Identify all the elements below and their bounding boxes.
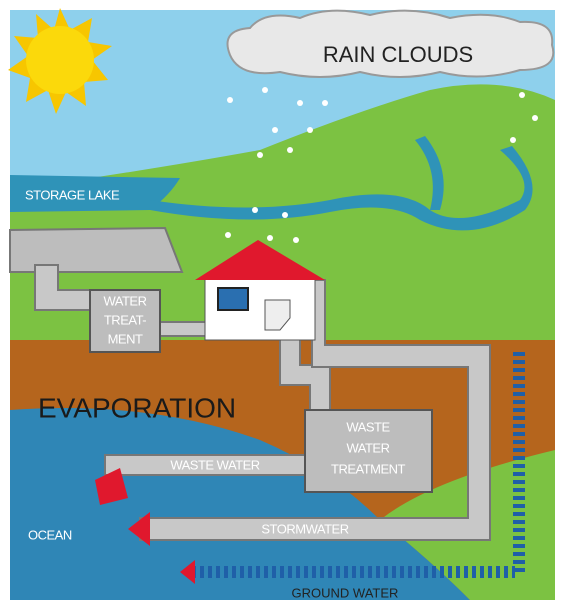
water-cycle-diagram: RAIN CLOUDS STORAGE LAKE WATER TREAT- ME… [0, 0, 565, 609]
page: RAIN CLOUDS STORAGE LAKE WATER TREAT- ME… [0, 0, 565, 609]
drop [322, 100, 328, 106]
sun-disc [26, 26, 94, 94]
water-treatment-label: TREAT- [104, 312, 146, 327]
stormwater-label: STORMWATER [261, 521, 348, 536]
drop [227, 97, 233, 103]
drop [272, 127, 278, 133]
drop [267, 235, 273, 241]
drop [307, 127, 313, 133]
rain-clouds-label: RAIN CLOUDS [323, 42, 473, 67]
drop [262, 87, 268, 93]
evaporation-label: EVAPORATION [38, 392, 236, 423]
window [218, 288, 248, 310]
drop [293, 237, 299, 243]
pipe [158, 322, 208, 336]
ground-water-label: GROUND WATER [292, 585, 399, 600]
waste-water-treatment-label: WASTE [346, 419, 390, 434]
ground-water-flow [513, 350, 525, 575]
drop [252, 207, 258, 213]
storage-lake-label: STORAGE LAKE [25, 187, 120, 202]
drop [282, 212, 288, 218]
waste-water-treatment-label: TREATMENT [331, 461, 406, 476]
drop [510, 137, 516, 143]
drop [257, 152, 263, 158]
drop [225, 232, 231, 238]
water-treatment-label: WATER [104, 293, 147, 308]
drop [287, 147, 293, 153]
drop [297, 100, 303, 106]
drop [532, 115, 538, 121]
waste-water-label: WASTE WATER [170, 457, 259, 472]
drop [519, 92, 525, 98]
waste-water-treatment-label: WATER [347, 440, 390, 455]
ground-water-flow [195, 566, 515, 578]
water-treatment-label: MENT [108, 331, 143, 346]
ocean-label: OCEAN [28, 527, 72, 542]
